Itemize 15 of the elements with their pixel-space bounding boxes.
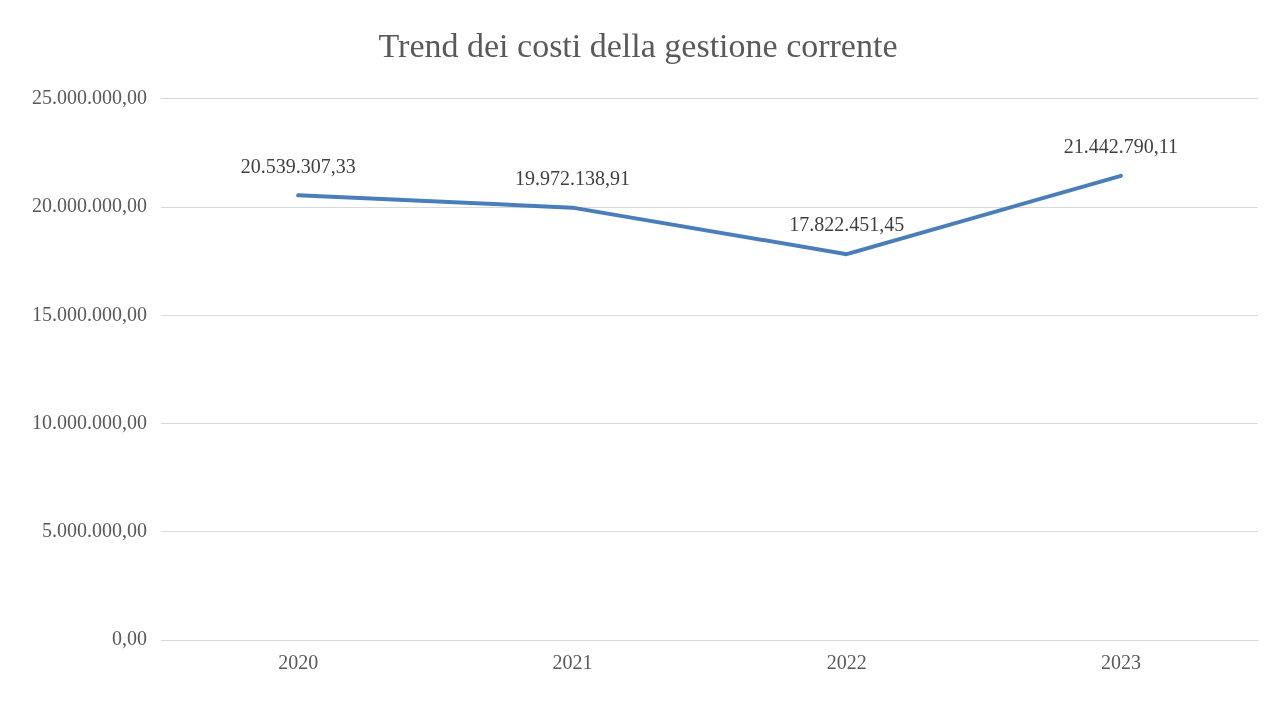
x-tick-label: 2020: [278, 651, 319, 674]
data-label: 20.539.307,33: [240, 154, 356, 177]
y-tick-label: 0,00: [112, 627, 147, 650]
y-tick-label: 10.000.000,00: [32, 410, 147, 433]
x-tick-label: 2022: [826, 651, 867, 674]
x-tick-label: 2021: [552, 651, 593, 674]
chart-title: Trend dei costi della gestione corrente: [378, 27, 898, 65]
y-tick-label: 20.000.000,00: [32, 194, 147, 217]
y-tick-label: 25.000.000,00: [32, 86, 147, 109]
y-tick-label: 15.000.000,00: [32, 302, 147, 325]
x-tick-label: 2023: [1100, 651, 1141, 674]
y-tick-label: 5.000.000,00: [42, 519, 147, 542]
data-label: 19.972.138,91: [514, 166, 630, 189]
data-label: 17.822.451,45: [789, 213, 905, 236]
data-label: 21.442.790,11: [1063, 135, 1179, 158]
